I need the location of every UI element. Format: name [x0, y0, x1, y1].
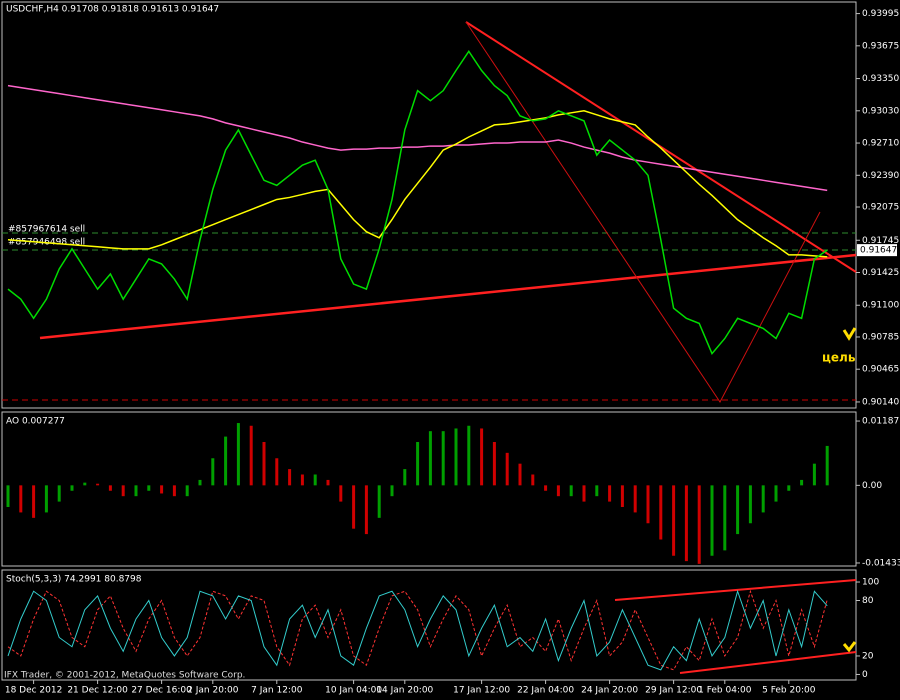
y-tick-label: 0.93350	[862, 74, 899, 84]
x-tick-label: 1 Feb 04:00	[698, 686, 752, 696]
y-tick-label: 0.00	[862, 481, 882, 491]
y-tick-label: 0.91100	[862, 301, 899, 311]
trend-line	[39, 253, 857, 340]
y-tick-label: 0.01187	[862, 417, 899, 427]
x-tick-label: 21 Dec 12:00	[67, 686, 128, 696]
series-line	[7, 84, 828, 192]
trend-line	[679, 651, 857, 674]
y-tick-label: 80	[862, 596, 874, 606]
x-tick-label: 29 Jan 12:00	[645, 686, 702, 696]
x-tick-label: 17 Jan 12:00	[453, 686, 510, 696]
y-tick-label: 20	[862, 651, 874, 661]
stoch-title: Stoch(5,3,3) 74.2991 80.8798	[6, 575, 142, 585]
ao-title: AO 0.007277	[6, 417, 65, 427]
y-tick-label: 0.90465	[862, 365, 899, 375]
order-label: #857967614 sell	[8, 225, 85, 235]
x-tick-label: 5 Feb 20:00	[762, 686, 816, 696]
price-title: USDCHF,H4 0.91708 0.91818 0.91613 0.9164…	[6, 5, 219, 15]
y-tick-label: 0.90785	[862, 332, 899, 342]
y-tick-label: 0.93995	[862, 9, 899, 19]
x-tick-label: 24 Jan 20:00	[581, 686, 638, 696]
x-tick-label: 2 Jan 20:00	[187, 686, 239, 696]
trend-line	[465, 21, 857, 273]
y-tick-label: -0.01433	[862, 558, 900, 568]
trend-line	[614, 579, 857, 601]
stoch-panel	[1, 569, 857, 681]
price-label: 0.91647	[860, 246, 897, 256]
series-line	[7, 110, 828, 258]
price-box	[857, 244, 897, 257]
zigzag	[465, 21, 821, 403]
ao-panel	[1, 411, 857, 567]
target-mark	[842, 327, 857, 341]
y-tick-label: 0.92075	[862, 203, 899, 213]
y-tick-label: 0.92390	[862, 171, 899, 181]
series-line	[7, 50, 828, 356]
y-tick-label: 0	[862, 670, 868, 680]
x-tick-label: 18 Dec 2012	[5, 686, 63, 696]
y-tick-label: 0.90140	[862, 397, 899, 407]
y-tick-label: 0.93030	[862, 106, 899, 116]
x-tick-label: 14 Jan 20:00	[376, 686, 433, 696]
series-line	[7, 589, 828, 671]
x-tick-label: 22 Jan 04:00	[517, 686, 574, 696]
y-tick-label: 0.91425	[862, 268, 899, 278]
x-tick-label: 10 Jan 04:00	[325, 686, 382, 696]
target-label: цель	[822, 351, 856, 365]
price-panel	[1, 1, 857, 409]
y-tick-label: 0.92710	[862, 139, 899, 149]
x-tick-label: 7 Jan 12:00	[251, 686, 303, 696]
y-tick-label: 0.91745	[862, 236, 899, 246]
y-tick-label: 100	[862, 578, 879, 588]
footer: IFX Trader, © 2001-2012, MetaQuotes Soft…	[4, 671, 245, 681]
y-tick-label: 0.93675	[862, 41, 899, 51]
series-line	[7, 589, 828, 671]
x-tick-label: 27 Dec 16:00	[131, 686, 192, 696]
target-mark	[842, 641, 857, 653]
